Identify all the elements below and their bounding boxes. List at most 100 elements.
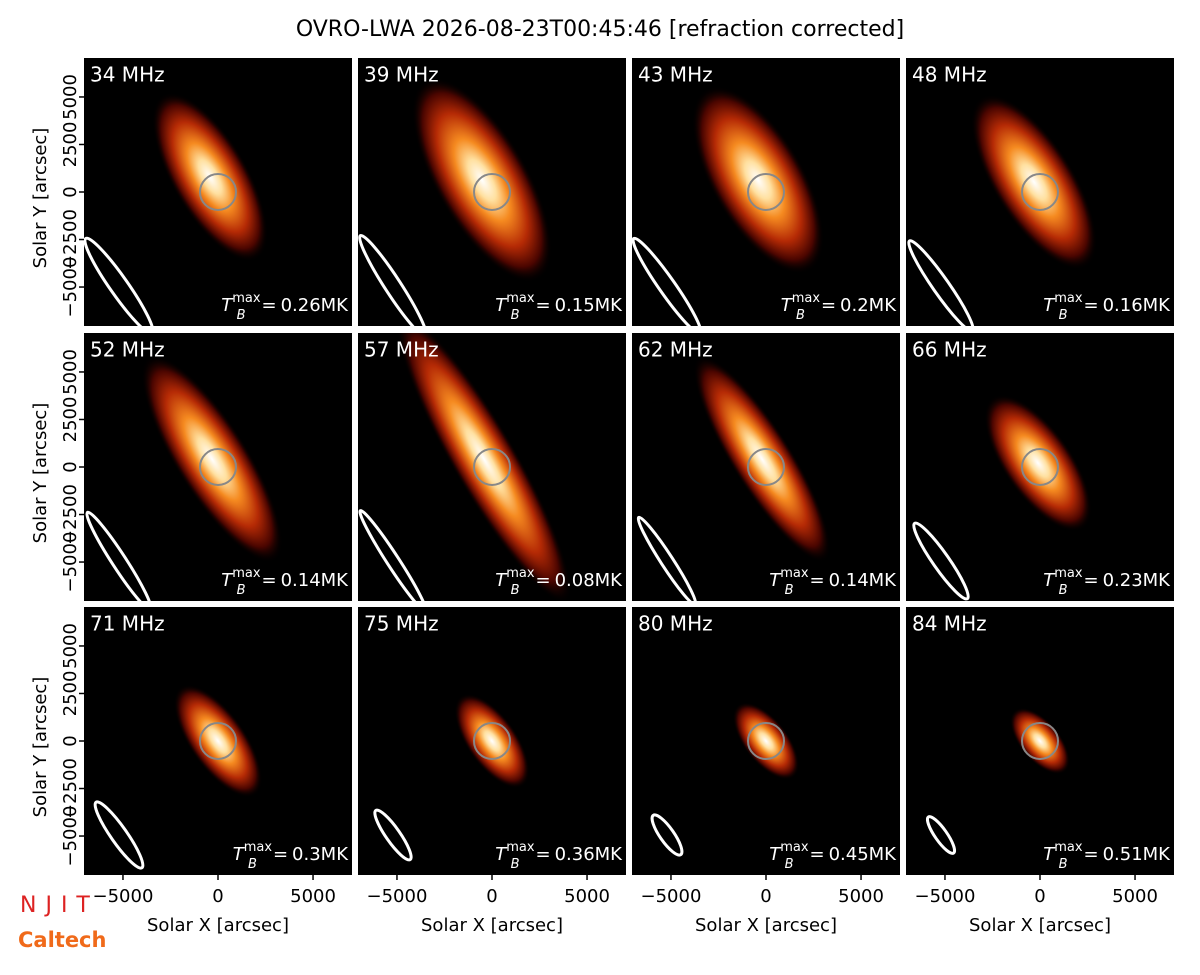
tb-value: 0.15MK [555,295,624,316]
figure-title: OVRO-LWA 2026-08-23T00:45:46 [refraction… [296,17,904,42]
tb-sub: B [511,857,520,872]
tb-eq: = [809,844,824,865]
y-tick-label: −2500 [60,484,81,545]
tb-value: 0.36MK [555,844,624,865]
tb-symbol: T [1043,844,1056,865]
tb-symbol: T [1043,295,1056,316]
tb-eq: = [535,844,550,865]
tb-symbol: T [769,570,782,591]
solar-disk [747,173,785,211]
beam [358,233,428,326]
beam [84,236,155,326]
x-tick-label: 0 [760,886,771,907]
tb-sup: max [506,566,535,581]
x-tick-label: −5000 [367,886,428,907]
emission-image [1010,707,1070,775]
panel [84,607,352,875]
tb-sub: B [785,857,794,872]
solar-disk [747,448,785,486]
tb-max-label: Tmax B = 0.45MK [769,840,897,872]
beam [636,515,698,601]
emission-image [692,86,824,274]
tb-sub: B [1059,583,1068,598]
y-tick-label: −5000 [60,806,81,867]
tb-eq: = [809,570,824,591]
tb-symbol: T [495,295,508,316]
x-tick-label: 0 [212,886,223,907]
x-tick-label: 5000 [838,886,884,907]
y-axis-label: Solar Y [arcsec] [30,128,51,269]
solar-disk [1021,722,1059,760]
x-axis-label: Solar X [arcsec] [695,915,837,936]
frequency-label: 75 MHz [364,612,439,636]
tb-eq: = [1083,570,1098,591]
beam [373,808,413,862]
tb-max-label: Tmax B = 0.08MK [495,566,623,598]
panel [906,58,1174,326]
tb-value: 0.08MK [555,570,624,591]
tb-max-label: Tmax B = 0.26MK [221,291,349,323]
x-tick-label: −5000 [915,886,976,907]
tb-value: 0.26MK [281,295,350,316]
y-tick-label: 0 [60,461,81,472]
tb-max-label: Tmax B = 0.15MK [495,291,623,323]
solar-disk [1021,448,1059,486]
frequency-label: 48 MHz [912,63,987,87]
tb-value: 0.3MK [292,844,349,865]
frequency-label: 84 MHz [912,612,987,636]
frequency-label: 52 MHz [90,338,165,362]
y-tick-label: 5000 [60,623,81,669]
beam [93,800,145,870]
frequency-label: 71 MHz [90,612,165,636]
beam [650,813,684,857]
x-tick-label: 0 [486,886,497,907]
solar-disk [1021,173,1059,211]
y-tick-label: 5000 [60,74,81,120]
tb-max-label: Tmax B = 0.51MK [1043,840,1171,872]
tb-sup: max [244,840,273,855]
panel [358,607,626,875]
y-tick-label: −2500 [60,209,81,270]
tb-max-label: Tmax B = 0.14MK [221,566,349,598]
tb-value: 0.23MK [1103,570,1172,591]
emission-image [412,77,552,283]
emission-image [152,92,268,262]
tb-value: 0.16MK [1103,295,1172,316]
tb-sup: max [1054,566,1083,581]
tb-sub: B [237,583,246,598]
beam [358,509,428,601]
y-axis-label: Solar Y [arcsec] [30,403,51,544]
solar-disk [747,722,785,760]
tb-sup: max [506,291,535,306]
tb-sup: max [232,291,261,306]
panel [84,58,352,326]
x-tick-label: 5000 [1112,886,1158,907]
tb-value: 0.51MK [1103,844,1172,865]
emission-image [971,94,1097,270]
emission-image [173,684,263,798]
emission-image [732,702,800,780]
solar-disk [473,173,511,211]
frequency-label: 39 MHz [364,63,439,87]
tb-sup: max [1054,840,1083,855]
x-tick-label: 5000 [564,886,610,907]
x-axis-label: Solar X [arcsec] [969,915,1111,936]
tb-sup: max [506,840,535,855]
tb-max-label: Tmax B = 0.36MK [495,840,623,872]
tb-eq: = [1083,295,1098,316]
frequency-label: 66 MHz [912,338,987,362]
x-tick-label: −5000 [93,886,154,907]
panel [632,333,900,601]
panel [632,58,900,326]
panel [632,607,900,875]
panel [84,333,352,601]
tb-sup: max [780,840,809,855]
y-tick-label: 2500 [60,122,81,168]
beam [632,236,703,326]
y-tick-label: −5000 [60,257,81,318]
tb-sup: max [1054,291,1083,306]
y-tick-label: 0 [60,735,81,746]
tb-symbol: T [495,844,508,865]
tb-symbol: T [1043,570,1056,591]
